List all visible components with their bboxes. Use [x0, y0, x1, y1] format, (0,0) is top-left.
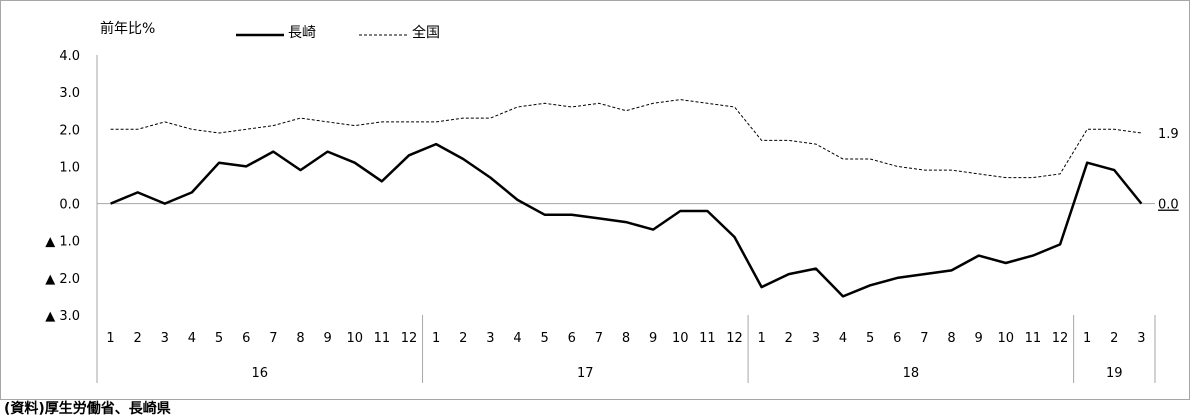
x-tick-year: 18 [903, 366, 920, 381]
x-tick-month: 2 [1110, 331, 1118, 346]
axes [96, 55, 1156, 383]
series-lines: 0.0 1.9 [110, 99, 1179, 298]
x-tick-month: 3 [161, 331, 169, 346]
y-tick-label: ▲ 3.0 [45, 309, 80, 324]
x-tick-month: 5 [866, 331, 874, 346]
x-tick-month: 10 [672, 331, 689, 346]
x-tick-year: 19 [1106, 366, 1123, 381]
x-tick-month: 2 [134, 331, 142, 346]
y-tick-label: 0.0 [59, 198, 80, 213]
x-tick-month: 5 [540, 331, 548, 346]
x-tick-month: 1 [1083, 331, 1091, 346]
x-tick-month: 7 [595, 331, 603, 346]
x-tick-month: 9 [323, 331, 331, 346]
x-tick-month: 8 [947, 331, 955, 346]
x-tick-month: 9 [975, 331, 983, 346]
x-tick-month: 8 [296, 331, 304, 346]
x-tick-month: 9 [649, 331, 657, 346]
x-tick-month: 1 [758, 331, 766, 346]
x-tick-month: 3 [486, 331, 494, 346]
source-note: (資料)厚生労働省、長崎県 [4, 401, 171, 417]
x-tick-month: 4 [188, 331, 196, 346]
x-tick-month: 12 [726, 331, 743, 346]
series-line-nagasaki [110, 142, 1143, 298]
x-tick-month: 4 [839, 331, 847, 346]
x-tick-year: 17 [577, 366, 594, 381]
x-tick-month: 1 [432, 331, 440, 346]
y-tick-labels: 4.0 3.0 2.0 1.0 0.0 ▲ 1.0 ▲ 2.0 ▲ 3.0 [45, 49, 80, 324]
x-tick-month: 11 [1025, 331, 1042, 346]
x-tick-month: 11 [699, 331, 716, 346]
x-tick-month: 6 [242, 331, 250, 346]
x-tick-month: 6 [568, 331, 576, 346]
legend-label-national: 全国 [412, 25, 440, 41]
x-tick-month: 10 [346, 331, 363, 346]
y-tick-label: ▲ 1.0 [45, 235, 80, 250]
y-tick-label: 2.0 [59, 123, 80, 138]
x-tick-month: 11 [374, 331, 391, 346]
x-tick-month: 1 [106, 331, 114, 346]
y-tick-label: 1.0 [59, 160, 80, 175]
series-end-label: 0.0 [1158, 198, 1179, 213]
y-tick-label: 3.0 [59, 86, 80, 101]
x-tick-labels: 1 2 3 4 5 6 7 8 9 10 11 12 1 2 3 4 5 6 7 8 9 10 11 12 1 2 3 4 5 6 7 8 9 1… [106, 331, 1145, 381]
x-tick-month: 2 [785, 331, 793, 346]
x-tick-month: 7 [920, 331, 928, 346]
x-tick-month: 12 [1052, 331, 1069, 346]
y-axis-title: 前年比% [100, 21, 156, 37]
x-tick-month: 3 [812, 331, 820, 346]
legend-label-nagasaki: 長崎 [288, 25, 316, 41]
y-tick-label: 4.0 [59, 49, 80, 64]
x-tick-month: 2 [459, 331, 467, 346]
y-tick-label: ▲ 2.0 [45, 272, 80, 287]
x-tick-month: 5 [215, 331, 223, 346]
x-tick-month: 8 [622, 331, 630, 346]
x-tick-month: 7 [269, 331, 277, 346]
x-tick-month: 12 [401, 331, 418, 346]
x-tick-year: 16 [251, 366, 268, 381]
x-tick-month: 4 [513, 331, 521, 346]
series-line-national [110, 99, 1142, 179]
x-tick-month: 3 [1137, 331, 1145, 346]
series-end-label: 1.9 [1158, 127, 1179, 142]
x-tick-month: 6 [893, 331, 901, 346]
x-tick-month: 10 [998, 331, 1015, 346]
